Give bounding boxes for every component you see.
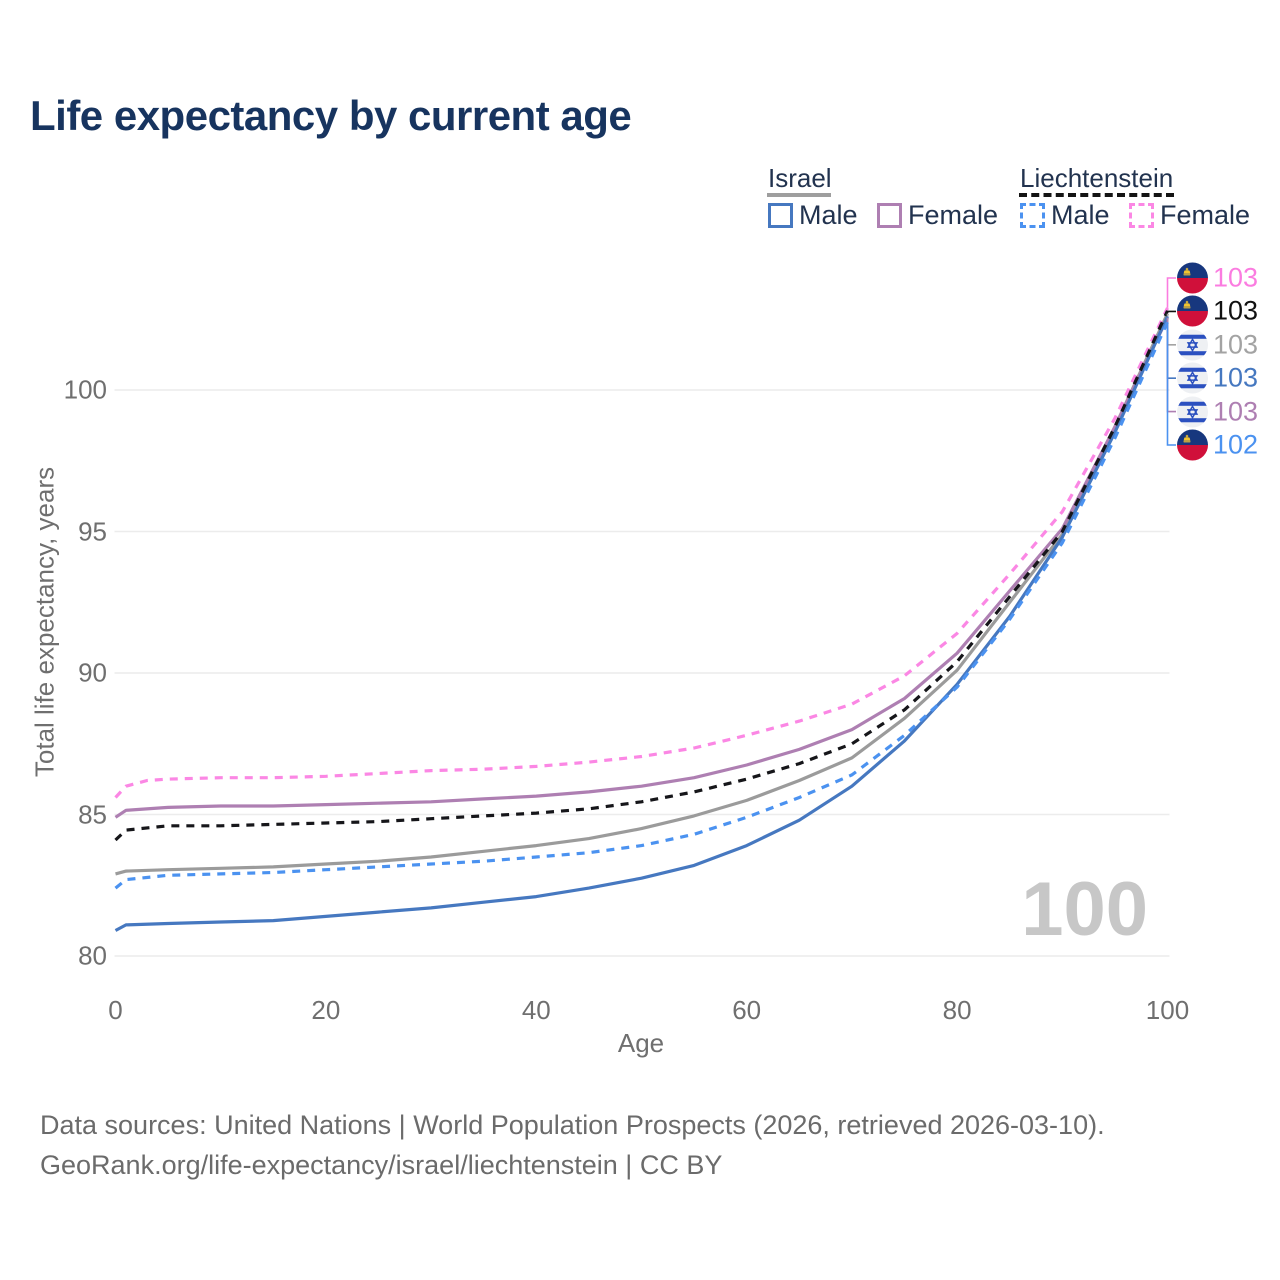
x-tick-80: 80 — [942, 995, 972, 1025]
liechtenstein-flag-icon — [1177, 295, 1208, 327]
leader-line-israel-male — [1166, 316, 1176, 379]
x-tick-100: 100 — [1145, 995, 1190, 1025]
x-tick-20: 20 — [311, 995, 341, 1025]
end-label-value: 103 — [1213, 262, 1259, 293]
end-label-value: 103 — [1213, 295, 1259, 326]
legend-label-liechtenstein-male[interactable]: Male — [1051, 200, 1110, 230]
y-tick-95: 95 — [78, 516, 107, 546]
x-axis-title: Age — [617, 1028, 665, 1058]
legend-group-liechtenstein: Liechtenstein — [1020, 163, 1174, 193]
end-label-liechtenstein-female: 103 — [1177, 262, 1259, 294]
legend-label-israel-female[interactable]: Female — [908, 200, 999, 230]
israel-flag-icon — [1177, 396, 1208, 428]
legend-label-israel-male[interactable]: Male — [799, 200, 858, 230]
end-label-israel-male: 103 — [1177, 362, 1259, 394]
end-label-value: 103 — [1213, 362, 1259, 393]
y-tick-90: 90 — [78, 657, 107, 688]
end-label-value: 103 — [1213, 396, 1259, 427]
footer-attribution-link[interactable]: GeoRank.org/life-expectancy/israel/liech… — [40, 1150, 723, 1180]
leader-line-liechtenstein-total — [1166, 310, 1176, 313]
leader-line-liechtenstein-male — [1166, 322, 1176, 446]
y-tick-85: 85 — [78, 799, 107, 829]
series-line-liechtenstein-total[interactable] — [114, 310, 1169, 842]
age-watermark: 100 — [1021, 867, 1148, 952]
israel-flag-icon — [1177, 362, 1208, 394]
legend-swatch-israel-female[interactable] — [877, 203, 902, 228]
series-line-liechtenstein-female[interactable] — [114, 307, 1169, 799]
y-tick-100: 100 — [63, 374, 107, 405]
liechtenstein-flag-icon — [1177, 429, 1208, 461]
end-label-liechtenstein-total: 103 — [1177, 295, 1259, 327]
end-label-liechtenstein-male: 102 — [1177, 429, 1259, 461]
y-axis-title: Total life expectancy, years — [29, 466, 60, 778]
y-tick-80: 80 — [78, 940, 107, 971]
page-title: Life expectancy by current age — [30, 92, 632, 139]
x-tick-40: 40 — [521, 995, 551, 1025]
leader-line-israel-total — [1166, 313, 1176, 346]
x-tick-0: 0 — [108, 995, 123, 1025]
legend-linestyle-sample-liechtenstein — [1019, 193, 1174, 197]
legend-label-liechtenstein-female[interactable]: Female — [1160, 200, 1251, 230]
end-label-value: 102 — [1213, 429, 1259, 460]
series-line-israel-male[interactable] — [114, 315, 1169, 932]
israel-flag-icon — [1177, 329, 1208, 361]
x-tick-60: 60 — [732, 995, 762, 1025]
series-line-israel-total[interactable] — [115, 312, 1169, 876]
legend-swatch-liechtenstein-female[interactable] — [1129, 203, 1154, 228]
end-label-israel-total: 103 — [1177, 329, 1259, 361]
legend-swatch-liechtenstein-male[interactable] — [1020, 203, 1045, 228]
series-line-liechtenstein-male[interactable] — [114, 321, 1169, 890]
footer-data-sources: Data sources: United Nations | World Pop… — [40, 1110, 1105, 1140]
leader-line-israel-female — [1166, 317, 1176, 413]
series-line-israel-female[interactable] — [114, 317, 1169, 819]
liechtenstein-flag-icon — [1177, 262, 1208, 294]
leader-line-liechtenstein-female — [1166, 277, 1176, 308]
end-label-value: 103 — [1213, 329, 1259, 360]
end-label-israel-female: 103 — [1177, 396, 1259, 428]
legend-swatch-israel-male[interactable] — [768, 203, 793, 228]
legend-linestyle-sample-israel — [767, 193, 831, 197]
legend-group-israel: Israel — [768, 163, 832, 193]
